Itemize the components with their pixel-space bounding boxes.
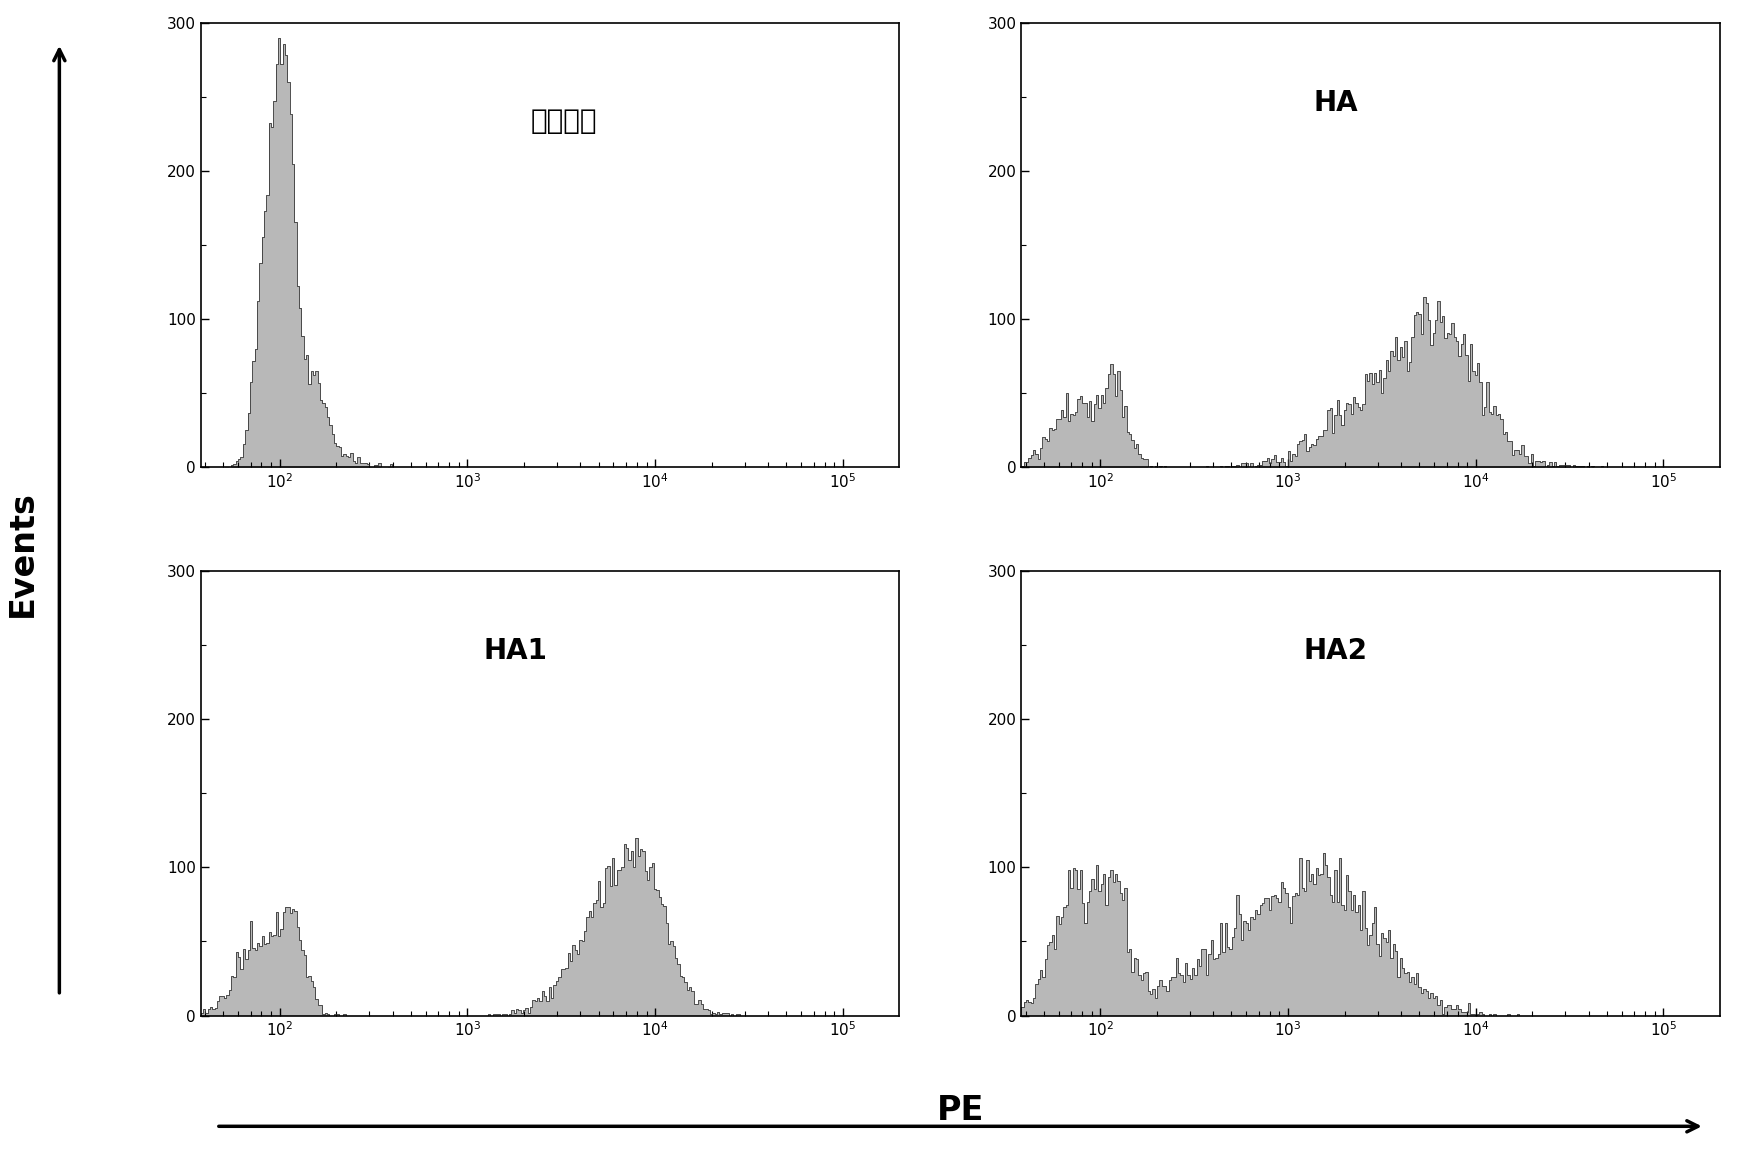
- Text: HA2: HA2: [1304, 637, 1367, 665]
- Text: HA: HA: [1313, 89, 1358, 117]
- Text: Events: Events: [7, 490, 38, 617]
- Text: HA1: HA1: [484, 637, 546, 665]
- Text: PE: PE: [936, 1094, 985, 1126]
- Text: 阴性对照: 阴性对照: [531, 107, 597, 135]
